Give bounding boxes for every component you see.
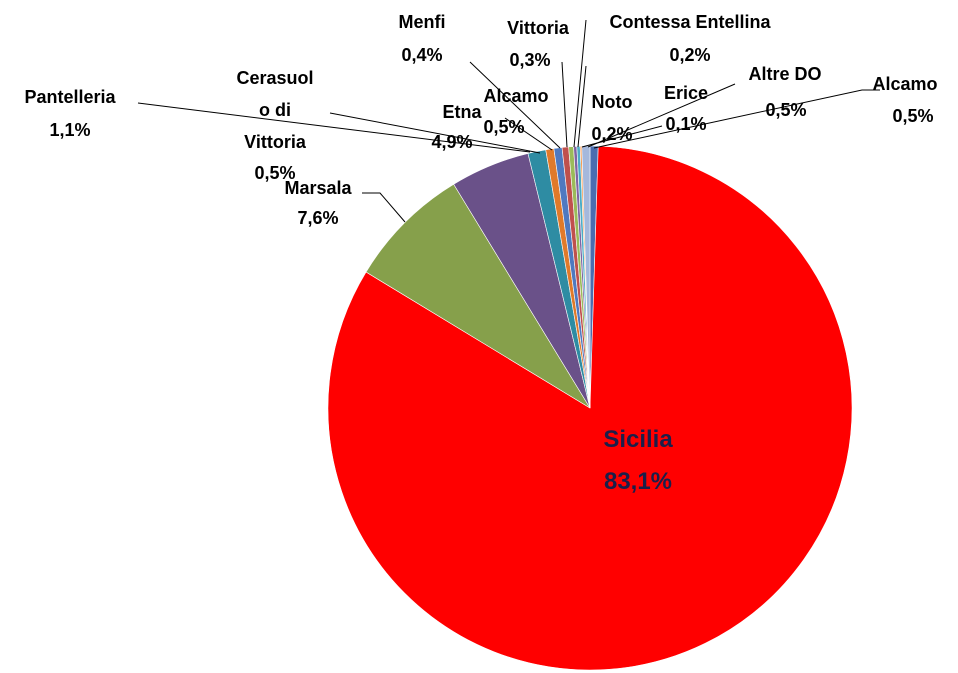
leader-line [577,65,587,148]
slice-name: Erice [663,83,709,103]
slice-value-label: 0,4% [401,45,443,65]
slice-name: Cerasuolo di Vittoria [236,68,314,152]
slice-value-label: 0,5% [254,163,296,183]
slice-name: Menfi [398,12,446,32]
slice-name: Pantelleria [24,87,116,107]
leader-line [561,61,568,148]
slice-value-label: 1,1% [49,120,91,140]
leader-line [504,117,553,151]
slice-name: Vittoria [507,18,569,38]
pie-slice [365,183,591,409]
leader-line [137,102,531,153]
slice-value-label: 0,5% [483,117,525,137]
slice-name: Noto [591,92,633,112]
slice-name: Sicilia [603,426,673,453]
slice-value-label: 0,3% [509,50,551,70]
slice-name: Altre DO [748,64,822,84]
leader-line [329,112,541,154]
slice-value-label: 0,5% [765,100,807,120]
slice-value-label: 4,9% [431,132,473,152]
slice-value-label: 0,2% [669,45,711,65]
slice-value-label: 7,6% [297,208,339,228]
slice-value-label: 0,5% [892,106,934,126]
leader-line [362,192,406,223]
slice-value-label: 0,2% [591,124,633,144]
leader-line [593,89,880,149]
slice-name: Contessa Entellina [609,12,771,32]
slice-value-label: 0,1% [665,114,707,134]
slice-value-label: 83,1% [603,468,673,495]
slice-name: Etna [442,102,482,122]
leader-line [587,83,736,148]
slice-name: Marsala [284,178,352,198]
slice-name: Alcamo [872,74,938,94]
leader-line [469,61,561,149]
leader-line [573,19,587,148]
slice-name: Alcamo [483,86,549,106]
